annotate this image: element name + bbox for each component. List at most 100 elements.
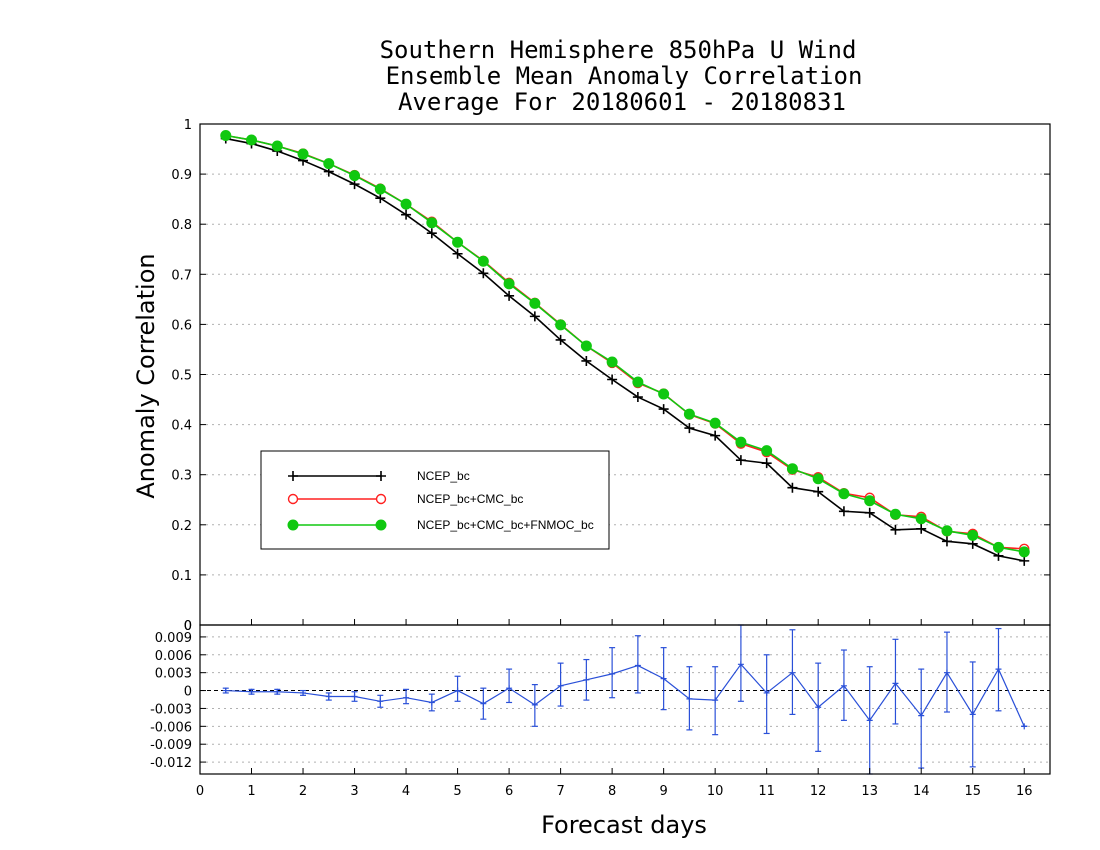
filled-circle-marker [735, 436, 747, 448]
difference-line [225, 663, 1025, 727]
x-tick-label: 10 [707, 784, 724, 799]
series-line-0 [225, 137, 1025, 562]
difference-point [943, 669, 950, 676]
filled-circle-marker [864, 495, 876, 507]
filled-circle-marker [555, 319, 567, 331]
filled-circle-marker [786, 463, 798, 475]
difference-point [609, 670, 616, 677]
plus-marker [710, 430, 721, 441]
series-2 [220, 130, 1030, 558]
filled-circle-marker [812, 473, 824, 485]
x-tick-label: 2 [299, 784, 307, 799]
x-tick-label: 15 [964, 784, 981, 799]
main-y-tick-label: 1 [184, 118, 192, 133]
plus-marker [555, 334, 566, 345]
difference-point [789, 669, 796, 676]
difference-point [969, 711, 976, 718]
filled-circle-marker [967, 529, 979, 541]
filled-circle-marker [297, 148, 309, 160]
plus-marker [864, 507, 875, 518]
plus-marker [813, 486, 824, 497]
filled-circle-marker [1018, 546, 1030, 558]
filled-circle-marker [246, 134, 258, 146]
x-tick-label: 0 [196, 784, 204, 799]
plus-marker [426, 228, 437, 239]
x-tick-label: 4 [402, 784, 410, 799]
filled-circle-marker [426, 217, 438, 229]
filled-circle-marker [323, 158, 335, 170]
plus-marker [452, 248, 463, 259]
plus-marker [838, 506, 849, 517]
filled-circle-marker [658, 388, 670, 400]
legend-label-1: NCEP_bc+CMC_bc [417, 492, 523, 506]
filled-circle-marker [452, 236, 464, 248]
plus-marker [916, 523, 927, 534]
legend-box [260, 450, 610, 550]
main-y-tick-label: 0.8 [171, 218, 192, 233]
difference-point [866, 717, 873, 724]
plus-marker [735, 455, 746, 466]
difference-point [918, 712, 925, 719]
title-line-2: Ensemble Mean Anomaly Correlation [386, 62, 863, 90]
difference-point [248, 688, 255, 695]
difference-y-tick-label: 0.003 [155, 667, 192, 682]
filled-circle-marker [220, 130, 232, 142]
main-y-tick-label: 0.5 [171, 369, 192, 384]
plus-marker [890, 524, 901, 535]
plus-marker [1019, 555, 1030, 566]
legend: NCEP_bc NCEP_bc+CMC_bc NCEP_bc+CMC_bc+FNMO… [260, 450, 610, 550]
filled-circle-marker [477, 255, 489, 267]
y-axis-label: Anomaly Correlation [132, 253, 160, 498]
chart-title: Southern Hemisphere 850hPa U Wind Ensemb… [380, 36, 863, 116]
difference-point [634, 662, 641, 669]
plus-marker [478, 268, 489, 279]
main-y-tick-label: 0.6 [171, 318, 192, 333]
x-tick-label: 7 [556, 784, 564, 799]
difference-y-tick-label: 0.006 [155, 649, 192, 664]
plus-marker [632, 392, 643, 403]
main-y-ticks: 0 0.1 0.2 0.3 0.4 0.5 0.6 0.7 0.8 0.9 1 [171, 118, 1050, 634]
plus-marker [607, 374, 618, 385]
filled-circle-marker [606, 356, 618, 368]
x-tick-label: 11 [758, 784, 775, 799]
plus-marker [375, 193, 386, 204]
filled-circle-marker [915, 513, 927, 525]
main-y-tick-label: 0.3 [171, 469, 192, 484]
x-tick-label: 12 [810, 784, 827, 799]
plus-marker [684, 423, 695, 434]
plus-marker [504, 290, 515, 301]
difference-point [686, 695, 693, 702]
difference-point [737, 661, 744, 668]
filled-circle-marker [271, 140, 283, 152]
plus-marker [529, 311, 540, 322]
difference-point [840, 682, 847, 689]
plus-marker [787, 482, 798, 493]
main-series-layer [220, 130, 1030, 566]
main-y-tick-label: 0.9 [171, 168, 192, 183]
difference-point [995, 666, 1002, 673]
filled-circle-marker [992, 541, 1004, 553]
x-axis-ticks: 0 1 2 3 4 5 6 7 8 9 10 11 12 13 14 15 16 [196, 619, 1033, 799]
difference-grid [200, 636, 1050, 763]
main-panel: 0 0.1 0.2 0.3 0.4 0.5 0.6 0.7 0.8 0.9 1 [171, 118, 1051, 634]
x-tick-label: 16 [1016, 784, 1033, 799]
filled-circle-marker [287, 519, 299, 531]
filled-circle-marker [941, 525, 953, 537]
difference-point [557, 682, 564, 689]
difference-point [222, 687, 229, 694]
difference-point [763, 689, 770, 696]
x-tick-label: 13 [861, 784, 878, 799]
plus-marker [376, 471, 386, 481]
plus-marker [658, 404, 669, 415]
filled-circle-marker [838, 488, 850, 500]
plus-marker [401, 209, 412, 220]
x-axis-label: Forecast days [541, 811, 707, 839]
x-tick-label: 6 [505, 784, 513, 799]
x-tick-label: 5 [453, 784, 461, 799]
difference-panel: 0.009 0.006 0.003 0 -0.003 -0.006 -0.009 -0.012… [150, 619, 1051, 775]
filled-circle-marker [889, 508, 901, 520]
difference-point [377, 698, 384, 705]
main-y-tick-label: 0.4 [171, 419, 192, 434]
difference-point [274, 688, 281, 695]
